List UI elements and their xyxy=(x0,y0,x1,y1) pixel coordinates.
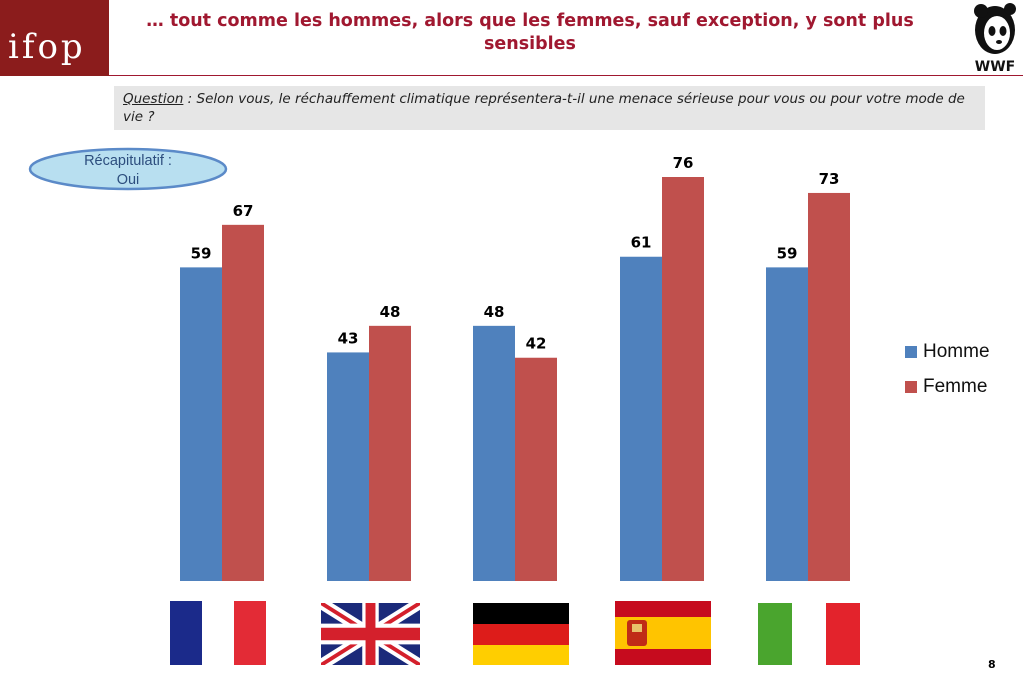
bar-homme-4 xyxy=(766,267,808,581)
question-label: Question xyxy=(123,91,184,107)
data-label-femme-1: 48 xyxy=(380,303,401,321)
bar-homme-2 xyxy=(473,325,515,581)
recap-badge: Récapitulatif : Oui xyxy=(28,147,228,191)
data-label-homme-3: 61 xyxy=(631,234,652,252)
recap-ellipse: Récapitulatif : Oui xyxy=(28,147,228,191)
flag-uk-icon xyxy=(321,603,420,665)
recap-line-2: Oui xyxy=(117,172,140,188)
ifop-logo-text: ifop xyxy=(8,27,86,67)
bar-homme-3 xyxy=(620,256,662,581)
data-label-homme-4: 59 xyxy=(777,244,798,262)
wwf-logo-text: WWF xyxy=(975,59,1015,75)
ifop-logo-mark: ifop xyxy=(8,27,86,67)
legend-item-femme: Femme xyxy=(905,369,990,404)
bar-femme-2 xyxy=(515,357,557,581)
recap-line-1: Récapitulatif : xyxy=(84,153,172,169)
question-text: : Selon vous, le réchauffement climatiqu… xyxy=(123,91,965,125)
panda-icon: WWF xyxy=(974,3,1016,75)
chart-legend: Homme Femme xyxy=(905,334,990,404)
legend-label-femme: Femme xyxy=(923,375,988,397)
data-label-homme-0: 59 xyxy=(191,244,212,262)
data-label-homme-1: 43 xyxy=(338,329,359,347)
question-box: Question : Selon vous, le réchauffement … xyxy=(114,86,985,130)
flag-germany-icon xyxy=(473,603,569,665)
bar-femme-4 xyxy=(808,192,850,581)
legend-swatch-femme xyxy=(905,380,917,393)
flag-france-icon xyxy=(170,601,266,665)
ifop-logo: ifop xyxy=(0,0,109,76)
page-title: … tout comme les hommes, alors que les f… xyxy=(146,11,914,54)
legend-item-homme: Homme xyxy=(905,334,990,369)
data-label-femme-0: 67 xyxy=(233,202,254,220)
bar-femme-1 xyxy=(369,325,411,581)
legend-label-homme: Homme xyxy=(923,340,990,362)
data-label-femme-4: 73 xyxy=(819,170,840,188)
wwf-logo: WWF xyxy=(968,0,1023,76)
data-label-femme-2: 42 xyxy=(526,335,547,353)
legend-swatch-homme xyxy=(905,345,917,358)
bar-homme-1 xyxy=(327,352,369,581)
bar-homme-0 xyxy=(180,267,222,581)
bar-femme-0 xyxy=(222,224,264,581)
data-label-femme-3: 76 xyxy=(673,154,694,172)
flag-italy-icon xyxy=(758,603,860,665)
header-divider xyxy=(109,75,1023,76)
data-label-homme-2: 48 xyxy=(484,303,505,321)
bar-femme-3 xyxy=(662,177,704,581)
page-number: 8 xyxy=(988,658,996,671)
flag-spain-icon xyxy=(615,601,711,665)
